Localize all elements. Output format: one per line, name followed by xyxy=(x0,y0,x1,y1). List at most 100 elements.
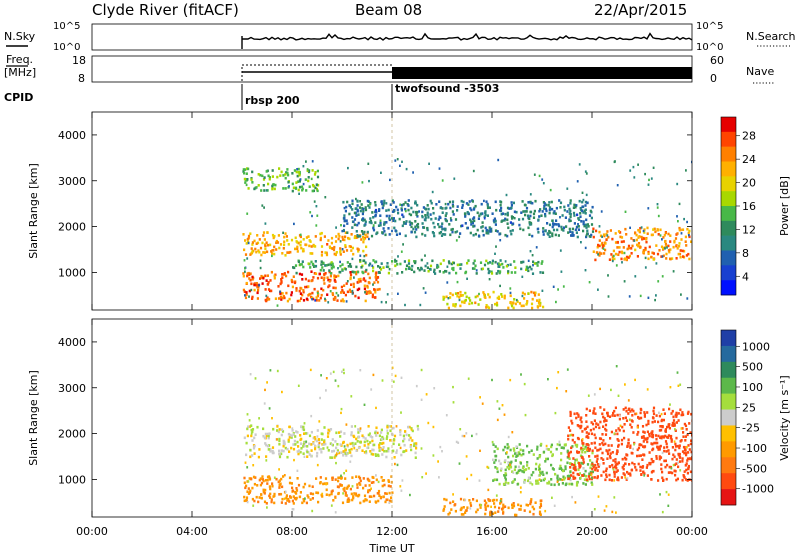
scatter-cell xyxy=(280,501,283,504)
scatter-cell xyxy=(616,432,619,436)
scatter-cell xyxy=(515,210,518,214)
scatter-cell xyxy=(690,439,692,442)
scatter-cell xyxy=(260,276,263,279)
scatter-cell xyxy=(246,212,249,215)
scatter-cell xyxy=(366,235,369,239)
scatter-cell xyxy=(647,252,650,255)
scatter-cell xyxy=(527,226,530,230)
scatter-cell xyxy=(620,438,624,442)
scatter-cell xyxy=(571,438,574,442)
scatter-cell xyxy=(501,404,504,407)
scatter-cell xyxy=(335,226,337,229)
scatter-cell xyxy=(504,481,507,484)
scatter-cell xyxy=(509,448,512,452)
scatter-cell xyxy=(243,499,246,503)
scatter-cell xyxy=(639,465,642,469)
scatter-cell xyxy=(601,451,604,455)
scatter-cell xyxy=(469,218,472,222)
scatter-cell xyxy=(586,448,588,451)
scatter-cell xyxy=(596,475,599,478)
scatter-cell xyxy=(358,429,362,433)
scatter-cell xyxy=(248,277,251,280)
scatter-cell xyxy=(390,496,393,499)
scatter-cell xyxy=(423,269,426,272)
colorbar-swatch xyxy=(721,393,736,410)
scatter-cell xyxy=(580,420,583,424)
scatter-cell xyxy=(681,249,684,253)
scatter-cell xyxy=(323,235,326,238)
scatter-cell xyxy=(403,443,406,447)
scatter-cell xyxy=(445,206,448,210)
scatter-cell xyxy=(614,160,616,163)
scatter-cell xyxy=(349,273,353,277)
scatter-cell xyxy=(274,297,277,300)
scatter-cell xyxy=(320,276,323,279)
scatter-cell xyxy=(349,262,352,266)
scatter-cell xyxy=(674,442,677,446)
scatter-cell xyxy=(400,453,403,457)
scatter-cell xyxy=(629,446,632,449)
scatter-cell xyxy=(352,495,355,498)
scatter-cell xyxy=(246,434,249,438)
scatter-cell xyxy=(258,448,261,451)
scatter-cell xyxy=(319,296,322,300)
scatter-cell xyxy=(464,222,467,225)
scatter-cell xyxy=(345,423,348,426)
power-colorbar-swatches xyxy=(721,117,736,296)
scatter-cell xyxy=(589,459,592,462)
scatter-cell xyxy=(672,453,675,457)
scatter-cell xyxy=(532,291,536,295)
scatter-cell xyxy=(351,289,354,293)
scatter-cell xyxy=(251,439,254,442)
scatter-cell xyxy=(477,234,481,238)
scatter-cell xyxy=(601,441,604,445)
scatter-cell xyxy=(302,443,305,446)
scatter-cell xyxy=(291,172,294,175)
scatter-cell xyxy=(659,444,662,448)
scatter-cell xyxy=(452,213,455,216)
scatter-cell xyxy=(399,485,402,488)
scatter-cell xyxy=(375,406,377,410)
scatter-cell xyxy=(564,483,567,487)
scatter-cell xyxy=(512,504,516,508)
scatter-cell xyxy=(538,215,541,218)
scatter-cell xyxy=(294,247,297,251)
scatter-cell xyxy=(293,439,296,443)
scatter-cell xyxy=(592,465,595,469)
scatter-cell xyxy=(270,500,273,504)
scatter-cell xyxy=(592,227,595,231)
scatter-cell xyxy=(426,266,429,269)
scatter-cell xyxy=(629,226,631,229)
scatter-cell xyxy=(503,413,506,416)
scatter-cell xyxy=(340,299,343,303)
scatter-cell xyxy=(645,240,648,244)
scatter-cell xyxy=(374,214,377,217)
scatter-cell xyxy=(501,295,504,298)
scatter-cell xyxy=(588,235,591,238)
scatter-cell xyxy=(259,277,262,280)
scatter-cell xyxy=(539,208,542,211)
scatter-cell xyxy=(586,229,589,233)
scatter-cell xyxy=(471,434,473,438)
scatter-cell xyxy=(638,235,641,238)
scatter-cell xyxy=(587,436,590,439)
scatter-cell xyxy=(480,202,483,206)
scatter-cell xyxy=(583,224,586,228)
scatter-cell xyxy=(438,200,441,203)
scatter-cell xyxy=(591,230,595,233)
scatter-cell xyxy=(271,417,273,420)
scatter-cell xyxy=(316,294,319,298)
scatter-cell xyxy=(248,273,251,276)
scatter-cell xyxy=(487,267,490,271)
scatter-cell xyxy=(643,445,647,448)
scatter-cell xyxy=(339,443,342,446)
velocity-y-axis-label: Slant Range [km] xyxy=(27,370,40,466)
scatter-cell xyxy=(528,510,532,514)
scatter-cell xyxy=(538,463,541,466)
scatter-cell xyxy=(655,455,658,458)
scatter-cell xyxy=(509,229,512,233)
scatter-cell xyxy=(424,264,427,268)
scatter-cell xyxy=(471,221,474,225)
scatter-cell xyxy=(556,476,559,480)
scatter-cell xyxy=(473,259,476,263)
